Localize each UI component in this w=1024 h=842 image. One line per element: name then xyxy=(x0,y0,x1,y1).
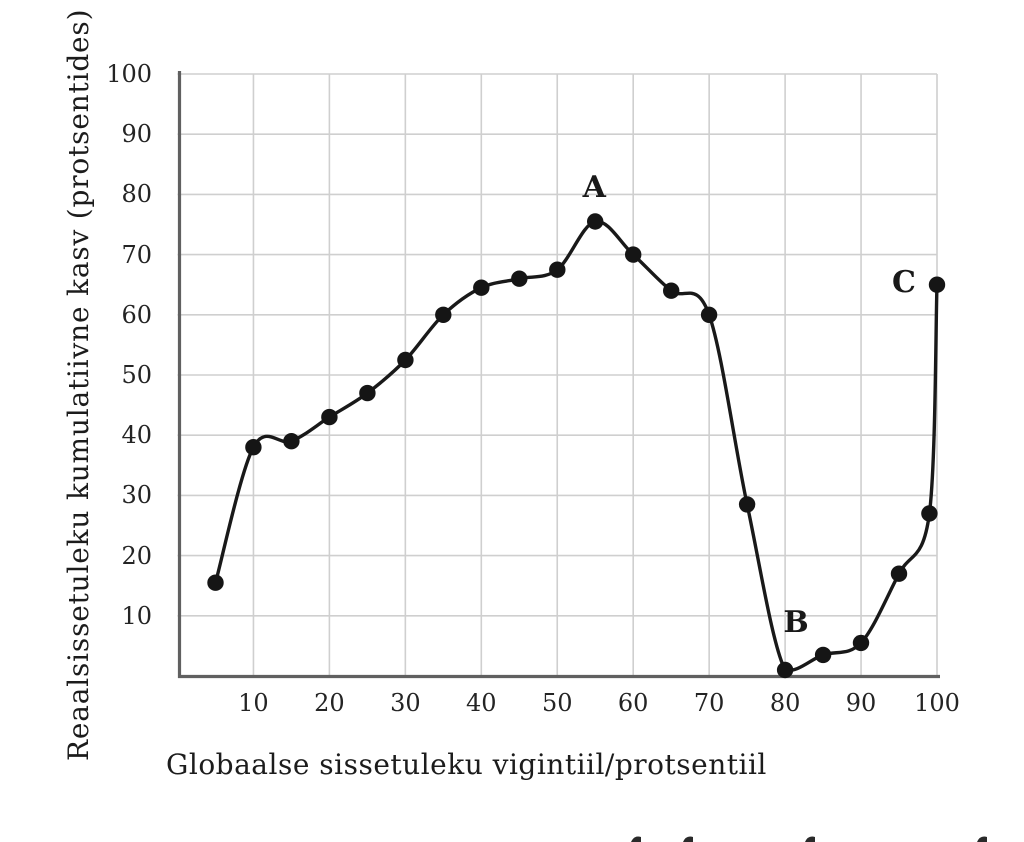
cropped-text-mark xyxy=(683,836,693,842)
data-point xyxy=(852,634,870,652)
y-tick-label: 70 xyxy=(121,240,152,269)
data-curve xyxy=(213,219,939,673)
data-point xyxy=(663,282,680,299)
annotation-B: B xyxy=(783,604,809,640)
data-point xyxy=(435,306,452,323)
x-tick-label: 60 xyxy=(617,689,649,717)
cropped-text-mark xyxy=(977,836,987,842)
y-tick-label: 80 xyxy=(121,180,152,209)
x-tick-label: 70 xyxy=(693,689,725,717)
data-point xyxy=(587,213,604,230)
x-tick-label: 80 xyxy=(769,689,801,717)
y-axis-label: Reaalsissetuleku kumulatiivne kasv (prot… xyxy=(62,8,95,761)
annotation-C: C xyxy=(892,264,916,300)
data-point xyxy=(473,279,490,296)
data-point xyxy=(814,646,832,664)
y-tick-label: 20 xyxy=(121,541,152,570)
data-point xyxy=(700,306,718,323)
data-point xyxy=(921,505,938,522)
data-point xyxy=(928,276,946,293)
x-tick-label: 50 xyxy=(541,689,573,717)
x-tick-label: 100 xyxy=(914,689,960,717)
data-point xyxy=(890,565,908,582)
y-tick-label: 60 xyxy=(121,300,152,329)
data-point xyxy=(776,661,794,679)
y-tick-label: 30 xyxy=(121,481,152,510)
y-tick-label: 10 xyxy=(121,601,152,630)
y-tick-label: 90 xyxy=(121,120,152,149)
x-tick-label: 30 xyxy=(390,689,421,717)
cropped-text-mark xyxy=(631,836,641,842)
data-point xyxy=(283,433,300,450)
data-point xyxy=(397,351,414,369)
y-tick-label: 50 xyxy=(121,361,152,389)
data-point xyxy=(245,439,262,456)
x-tick-label: 20 xyxy=(314,689,345,717)
x-axis-label: Globaalse sissetuleku vigintiil/protsent… xyxy=(166,748,767,781)
data-point xyxy=(207,574,224,591)
y-tick-label: 100 xyxy=(106,60,152,88)
data-point xyxy=(359,384,376,402)
cropped-text-mark xyxy=(805,836,815,842)
annotation-A: A xyxy=(582,170,606,206)
x-tick-label: 10 xyxy=(238,689,269,717)
y-tick-label: 40 xyxy=(121,421,152,450)
data-point xyxy=(511,270,528,287)
x-tick-label: 90 xyxy=(845,689,877,717)
data-point xyxy=(625,246,642,263)
data-point xyxy=(738,496,756,513)
x-tick-label: 40 xyxy=(466,689,497,717)
data-point xyxy=(549,261,566,278)
data-point xyxy=(321,408,338,426)
